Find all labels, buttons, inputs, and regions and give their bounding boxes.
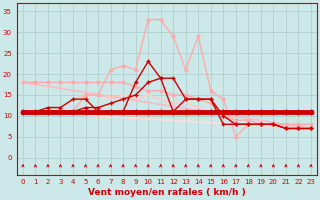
X-axis label: Vent moyen/en rafales ( km/h ): Vent moyen/en rafales ( km/h ) [88, 188, 246, 197]
